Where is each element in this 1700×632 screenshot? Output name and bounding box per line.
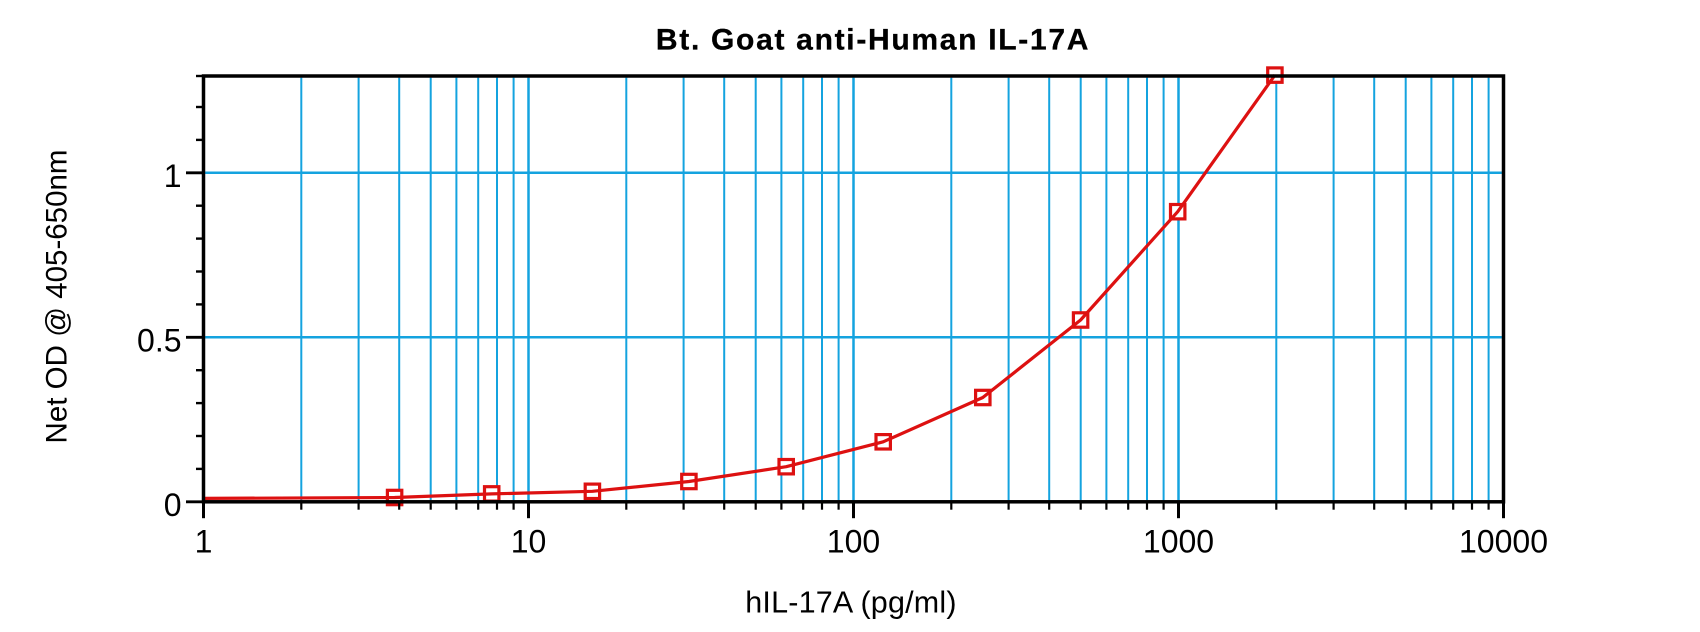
svg-text:1: 1	[164, 158, 182, 194]
svg-text:0: 0	[164, 487, 182, 523]
svg-text:Bt. Goat anti-Human IL-17A: Bt. Goat anti-Human IL-17A	[656, 24, 1090, 57]
svg-text:hIL-17A (pg/ml): hIL-17A (pg/ml)	[745, 586, 957, 620]
svg-text:1000: 1000	[1143, 524, 1214, 560]
svg-text:1: 1	[195, 524, 213, 560]
svg-text:0.5: 0.5	[137, 322, 181, 358]
svg-text:100: 100	[827, 524, 880, 560]
svg-text:Net OD @ 405-650nm: Net OD @ 405-650nm	[41, 150, 74, 444]
svg-text:10000: 10000	[1459, 524, 1548, 560]
svg-text:10: 10	[511, 524, 547, 560]
